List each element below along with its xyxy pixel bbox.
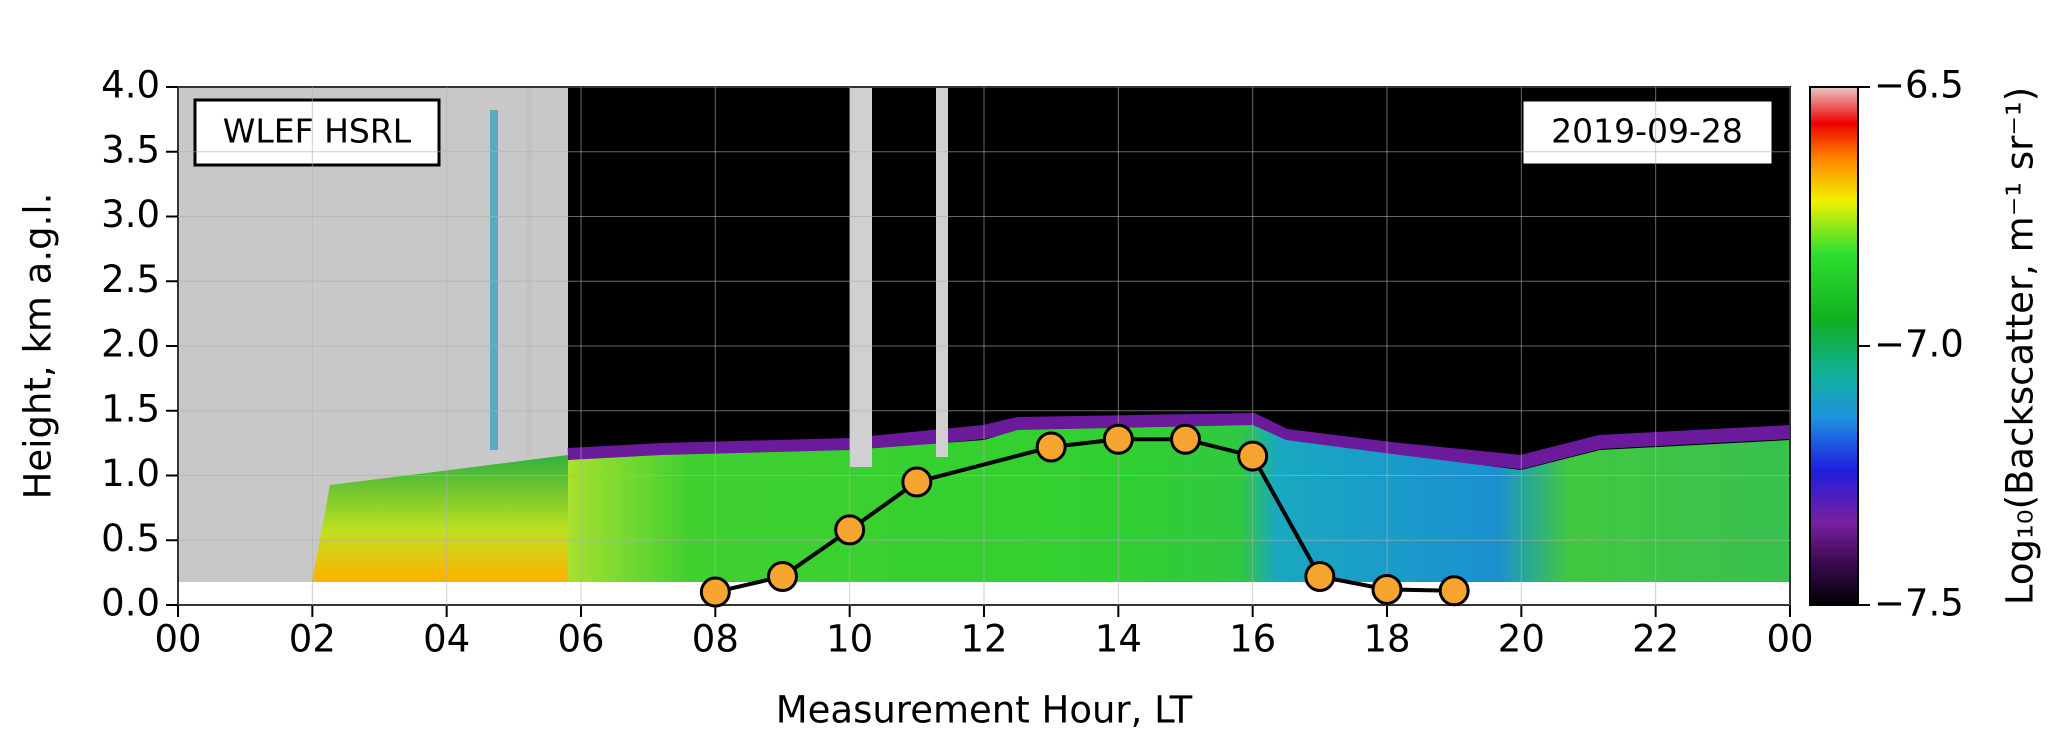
x-tick-label: 20 — [1498, 618, 1545, 661]
marker — [901, 466, 933, 498]
marker — [699, 576, 731, 608]
x-tick-label: 00 — [1766, 618, 1813, 661]
colorbar — [1809, 86, 1859, 606]
marker — [1237, 440, 1269, 472]
x-tick-label: 04 — [423, 618, 470, 661]
marker — [834, 514, 866, 546]
x-tick-label: 18 — [1363, 618, 1410, 661]
y-axis-label: Height, km a.g.l. — [17, 193, 60, 500]
marker — [1304, 561, 1336, 593]
x-tick-label: 06 — [557, 618, 604, 661]
marker — [1035, 431, 1067, 463]
y-tick-label: 0.0 — [101, 582, 160, 625]
marker — [1102, 423, 1134, 455]
y-tick-label: 1.0 — [101, 452, 160, 495]
x-tick-label: 16 — [1229, 618, 1276, 661]
x-tick-label: 00 — [154, 618, 201, 661]
marker — [1438, 575, 1470, 607]
marker — [1371, 573, 1403, 605]
annotation: 2019-09-28 — [1551, 112, 1743, 151]
y-tick-label: 4.0 — [101, 64, 160, 107]
x-tick-label: 08 — [692, 618, 739, 661]
annotation-box — [1520, 98, 1775, 167]
colorbar-tick-label: −7.0 — [1874, 323, 1964, 366]
colorbar-tick-label: −7.5 — [1874, 582, 1964, 625]
x-tick-label: 12 — [960, 618, 1007, 661]
y-tick-label: 3.0 — [101, 193, 160, 236]
marker — [767, 561, 798, 593]
colorbar-tick-label: −6.5 — [1874, 64, 1964, 107]
y-tick-label: 1.5 — [101, 387, 160, 430]
x-tick-label: 22 — [1632, 618, 1679, 661]
y-tick-label: 0.5 — [101, 517, 160, 560]
annotation: WLEF HSRL — [223, 112, 412, 151]
annotation-box — [193, 98, 441, 167]
x-tick-label: 10 — [826, 618, 873, 661]
y-tick-label: 2.0 — [101, 323, 160, 366]
marker — [1170, 423, 1201, 455]
y-tick-label: 2.5 — [101, 258, 160, 301]
y-tick-label: 3.5 — [101, 128, 160, 171]
x-axis-label: Measurement Hour, LT — [776, 689, 1193, 732]
x-tick-label: 14 — [1095, 618, 1142, 661]
x-tick-label: 02 — [289, 618, 336, 661]
colorbar-label: Log₁₀(Backscatter, m⁻¹ sr⁻¹) — [1999, 87, 2042, 605]
